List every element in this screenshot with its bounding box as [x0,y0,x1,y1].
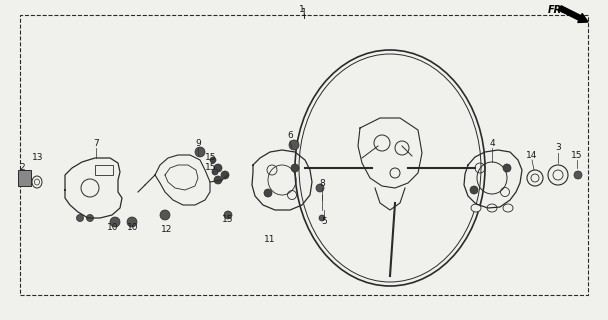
Text: FR.: FR. [548,5,566,15]
Ellipse shape [470,186,478,194]
Ellipse shape [221,171,229,179]
Bar [20,15,588,295]
Text: 7: 7 [93,139,99,148]
Ellipse shape [503,204,513,212]
Ellipse shape [264,189,272,197]
Bar [18,170,31,186]
Text: 1: 1 [299,4,305,13]
Ellipse shape [214,176,222,184]
Ellipse shape [316,184,324,192]
Ellipse shape [487,204,497,212]
Ellipse shape [160,210,170,220]
Ellipse shape [291,164,299,172]
Text: 2: 2 [19,163,25,172]
Text: 6: 6 [287,132,293,140]
Bar [95,165,113,175]
Ellipse shape [210,157,216,163]
Ellipse shape [289,140,299,150]
Text: 10: 10 [107,223,119,233]
Text: 5: 5 [321,218,327,227]
Text: 15: 15 [206,163,216,172]
Ellipse shape [195,147,205,157]
Ellipse shape [319,215,325,221]
Ellipse shape [127,217,137,227]
Ellipse shape [574,171,582,179]
Text: 15: 15 [572,150,582,159]
Ellipse shape [77,214,83,221]
Text: 14: 14 [527,150,537,159]
Ellipse shape [214,164,222,172]
Text: 10: 10 [127,223,139,233]
Ellipse shape [86,214,94,221]
Ellipse shape [110,217,120,227]
Text: 15: 15 [223,215,233,225]
Text: 4: 4 [489,139,495,148]
Ellipse shape [471,204,481,212]
Text: 1: 1 [301,8,307,18]
Text: 8: 8 [319,179,325,188]
Text: 3: 3 [555,143,561,153]
Ellipse shape [503,164,511,172]
Text: 13: 13 [32,154,44,163]
Text: 15: 15 [206,153,216,162]
Text: 12: 12 [161,226,173,235]
Text: 9: 9 [195,139,201,148]
FancyArrow shape [559,6,588,22]
Ellipse shape [224,211,232,219]
Ellipse shape [212,169,218,175]
Text: 11: 11 [264,236,276,244]
